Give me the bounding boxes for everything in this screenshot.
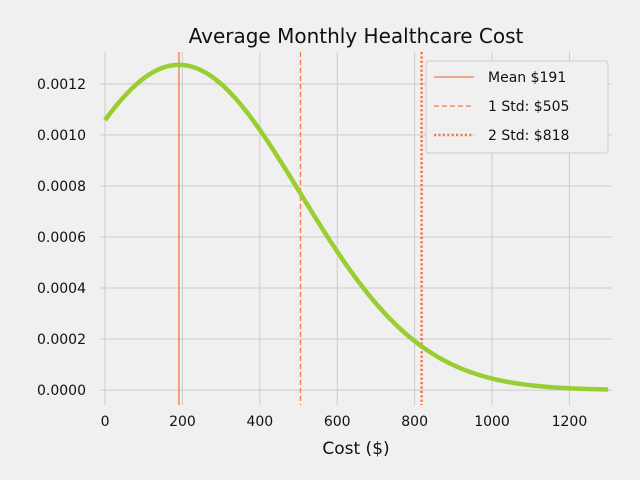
x-tick-label: 400 <box>246 414 273 430</box>
legend-label-mean: Mean $191 <box>488 70 566 86</box>
series-line <box>103 62 609 392</box>
y-tick-label: 0.0008 <box>37 179 86 195</box>
y-tick-label: 0.0000 <box>37 383 86 399</box>
y-tick-label: 0.0010 <box>37 128 86 144</box>
legend-box <box>425 60 609 154</box>
legend: Mean $191 1 Std: $505 2 Std: $818 <box>425 60 609 154</box>
y-tick-label: 0.0002 <box>37 332 86 348</box>
legend-label-2std: 2 Std: $818 <box>488 128 569 144</box>
y-tick-label: 0.0006 <box>37 230 86 246</box>
legend-label-1std: 1 Std: $505 <box>488 99 569 115</box>
y-tick-label: 0.0004 <box>37 281 86 297</box>
reference-lines <box>178 52 423 405</box>
chart-title: Average Monthly Healthcare Cost <box>189 24 524 48</box>
x-tick-label: 1200 <box>552 414 588 430</box>
grid <box>100 52 612 405</box>
x-axis-label: Cost ($) <box>322 439 389 459</box>
x-axis-ticks: 0 200 400 600 800 1000 1200 <box>101 414 588 430</box>
y-axis-ticks: 0.0000 0.0002 0.0004 0.0006 0.0008 0.0010 0.00… <box>37 77 86 399</box>
y-tick-label: 0.0012 <box>37 77 86 93</box>
x-tick-label: 800 <box>401 414 428 430</box>
x-tick-label: 0 <box>101 414 110 430</box>
x-tick-label: 1000 <box>474 414 510 430</box>
x-tick-label: 200 <box>169 414 196 430</box>
x-tick-label: 600 <box>324 414 351 430</box>
